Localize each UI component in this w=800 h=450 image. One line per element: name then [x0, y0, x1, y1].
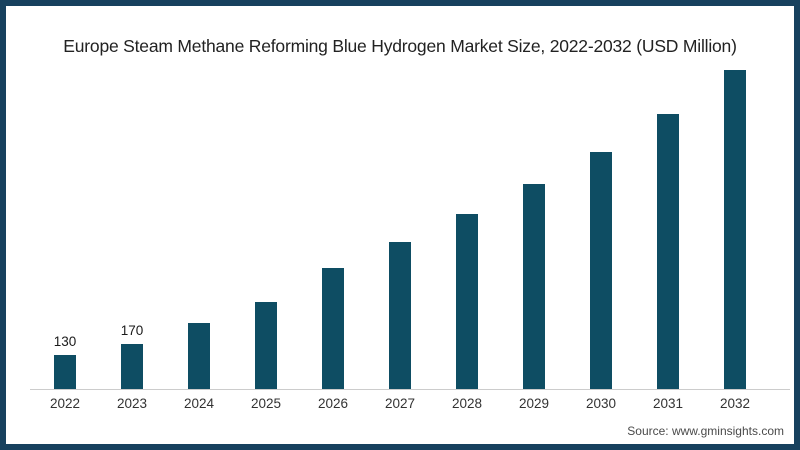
x-axis-label: 2024	[183, 396, 215, 411]
x-axis-label: 2031	[652, 396, 684, 411]
bar-value-label: 130	[53, 334, 77, 349]
x-axis-label: 2022	[49, 396, 81, 411]
source-attribution: Source: www.gminsights.com	[627, 424, 784, 438]
bar	[724, 70, 746, 389]
x-axis-labels: 2022 2023 2024 2025 2026 2027 2028 2029 2030 2031…	[30, 396, 792, 416]
x-axis-label: 2028	[451, 396, 483, 411]
bar	[121, 344, 143, 389]
x-axis-label: 2032	[719, 396, 751, 411]
x-axis-label: 2030	[585, 396, 617, 411]
bar	[590, 152, 612, 389]
x-axis-label: 2029	[518, 396, 550, 411]
x-axis-label: 2025	[250, 396, 282, 411]
bar	[188, 323, 210, 389]
bar	[657, 114, 679, 389]
plot-area: 130 170	[30, 52, 792, 390]
bar	[255, 302, 277, 389]
bar	[456, 214, 478, 389]
x-axis-label: 2026	[317, 396, 349, 411]
chart-title: Europe Steam Methane Reforming Blue Hydr…	[63, 36, 737, 56]
bar	[523, 184, 545, 389]
bar	[389, 242, 411, 389]
bar	[322, 268, 344, 389]
x-axis-label: 2023	[116, 396, 148, 411]
bar-value-label: 170	[120, 323, 144, 338]
x-axis-line	[30, 389, 790, 390]
x-axis-label: 2027	[384, 396, 416, 411]
bar	[54, 355, 76, 389]
